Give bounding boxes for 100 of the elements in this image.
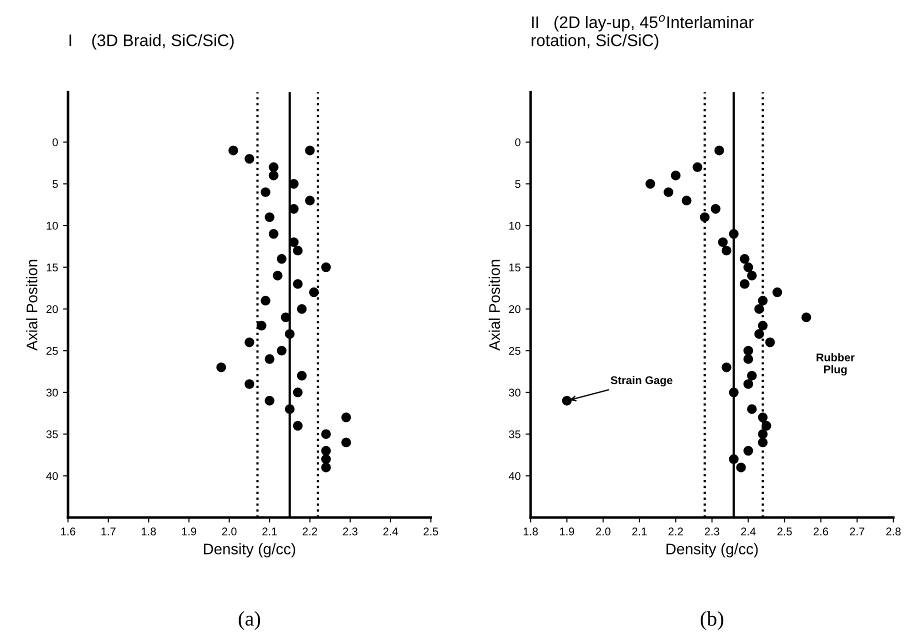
x-axis-title: Density (g/cc) [666,543,758,558]
x-tick-label: 1.8 [524,528,538,536]
point [645,178,656,189]
point [743,379,754,389]
y-axis-title: Axial Position [488,260,500,351]
point [228,146,238,156]
point [216,362,226,372]
chart-title: II (2D lay-up, 45$^{o}$Interlaminar rotation, SiC/SiC) [532,15,754,50]
y-tick-label: 40 [508,472,520,480]
point [801,312,812,322]
y-tick-label: 35 [508,430,520,438]
point [244,337,254,348]
point [736,462,746,472]
y-tick-label: 25 [46,346,58,355]
point [718,237,728,248]
point [321,262,331,272]
point [292,420,303,431]
point [276,346,287,356]
annotation: Rubber Plug [816,353,855,376]
annotation: Strain Gage [610,376,672,386]
point [664,187,674,198]
y-tick-label: 10 [509,222,520,230]
x-tick-label: 1.9 [560,528,574,536]
point [296,304,307,314]
y-tick-label: 30 [46,388,58,397]
x-tick-label: 2.1 [632,528,647,536]
y-tick-label: 10 [46,222,58,230]
point [292,246,303,256]
point [562,396,572,406]
point [747,270,757,280]
point [260,296,270,306]
x-tick-label: 2.3 [343,528,358,536]
point [722,246,732,256]
point [321,462,331,472]
y-tick-label: 20 [46,305,58,314]
y-tick-label: 25 [509,346,520,355]
point [765,337,775,348]
point [268,170,278,180]
point [341,438,352,448]
y-tick-label: 35 [46,430,58,438]
x-tick-label: 1.6 [61,528,76,536]
point [710,204,720,214]
point [762,420,772,431]
point [743,446,754,456]
x-tick-label: 2.8 [886,528,901,536]
point [747,404,757,414]
point [754,329,764,339]
y-tick-label: 0 [515,138,520,146]
x-tick-label: 2.3 [704,528,720,536]
x-tick-label: 2.4 [383,528,398,536]
point [264,212,274,222]
point [747,370,757,381]
point [296,370,307,381]
point [670,170,681,180]
point [321,454,331,464]
point [743,354,754,364]
x-tick-label: 2.5 [777,528,792,536]
y-tick-label: 0 [52,138,58,146]
point [272,270,283,280]
y-tick-label: 15 [46,264,58,272]
point [772,287,782,298]
x-tick-label: 1.7 [101,528,116,536]
x-tick-label: 1.9 [182,528,196,536]
point [292,279,303,289]
point [321,429,331,439]
point [264,354,274,364]
x-tick-label: 1.8 [142,528,156,536]
point [268,162,278,172]
point [292,388,303,398]
x-tick-label: 2.0 [222,528,237,536]
x-tick-label: 2.7 [850,528,864,536]
point [700,212,710,222]
point [305,146,315,156]
y-tick-label: 40 [46,472,58,480]
text: (b) [700,611,724,630]
point [321,446,331,456]
point [256,320,266,331]
point [309,287,319,298]
point [722,362,732,372]
point [743,346,754,356]
point [264,396,274,406]
point [260,187,270,198]
chart-title: I (3D Braid, SiC/SiC) [70,34,234,50]
point [692,162,702,172]
point [244,379,254,389]
point [276,254,287,264]
x-tick-label: 2.2 [302,528,318,536]
x-tick-label: 2.4 [741,528,756,536]
point [740,279,750,289]
y-tick-label: 15 [509,264,520,272]
x-tick-label: 2.5 [424,528,438,536]
point [754,304,764,314]
point [305,196,315,206]
x-tick-label: 2.0 [596,528,610,536]
x-tick-label: 2.1 [262,528,277,536]
text: (a) [238,611,260,630]
point [682,196,692,206]
point [244,154,254,164]
point [743,262,754,272]
x-axis-title: Density (g/cc) [204,543,296,558]
